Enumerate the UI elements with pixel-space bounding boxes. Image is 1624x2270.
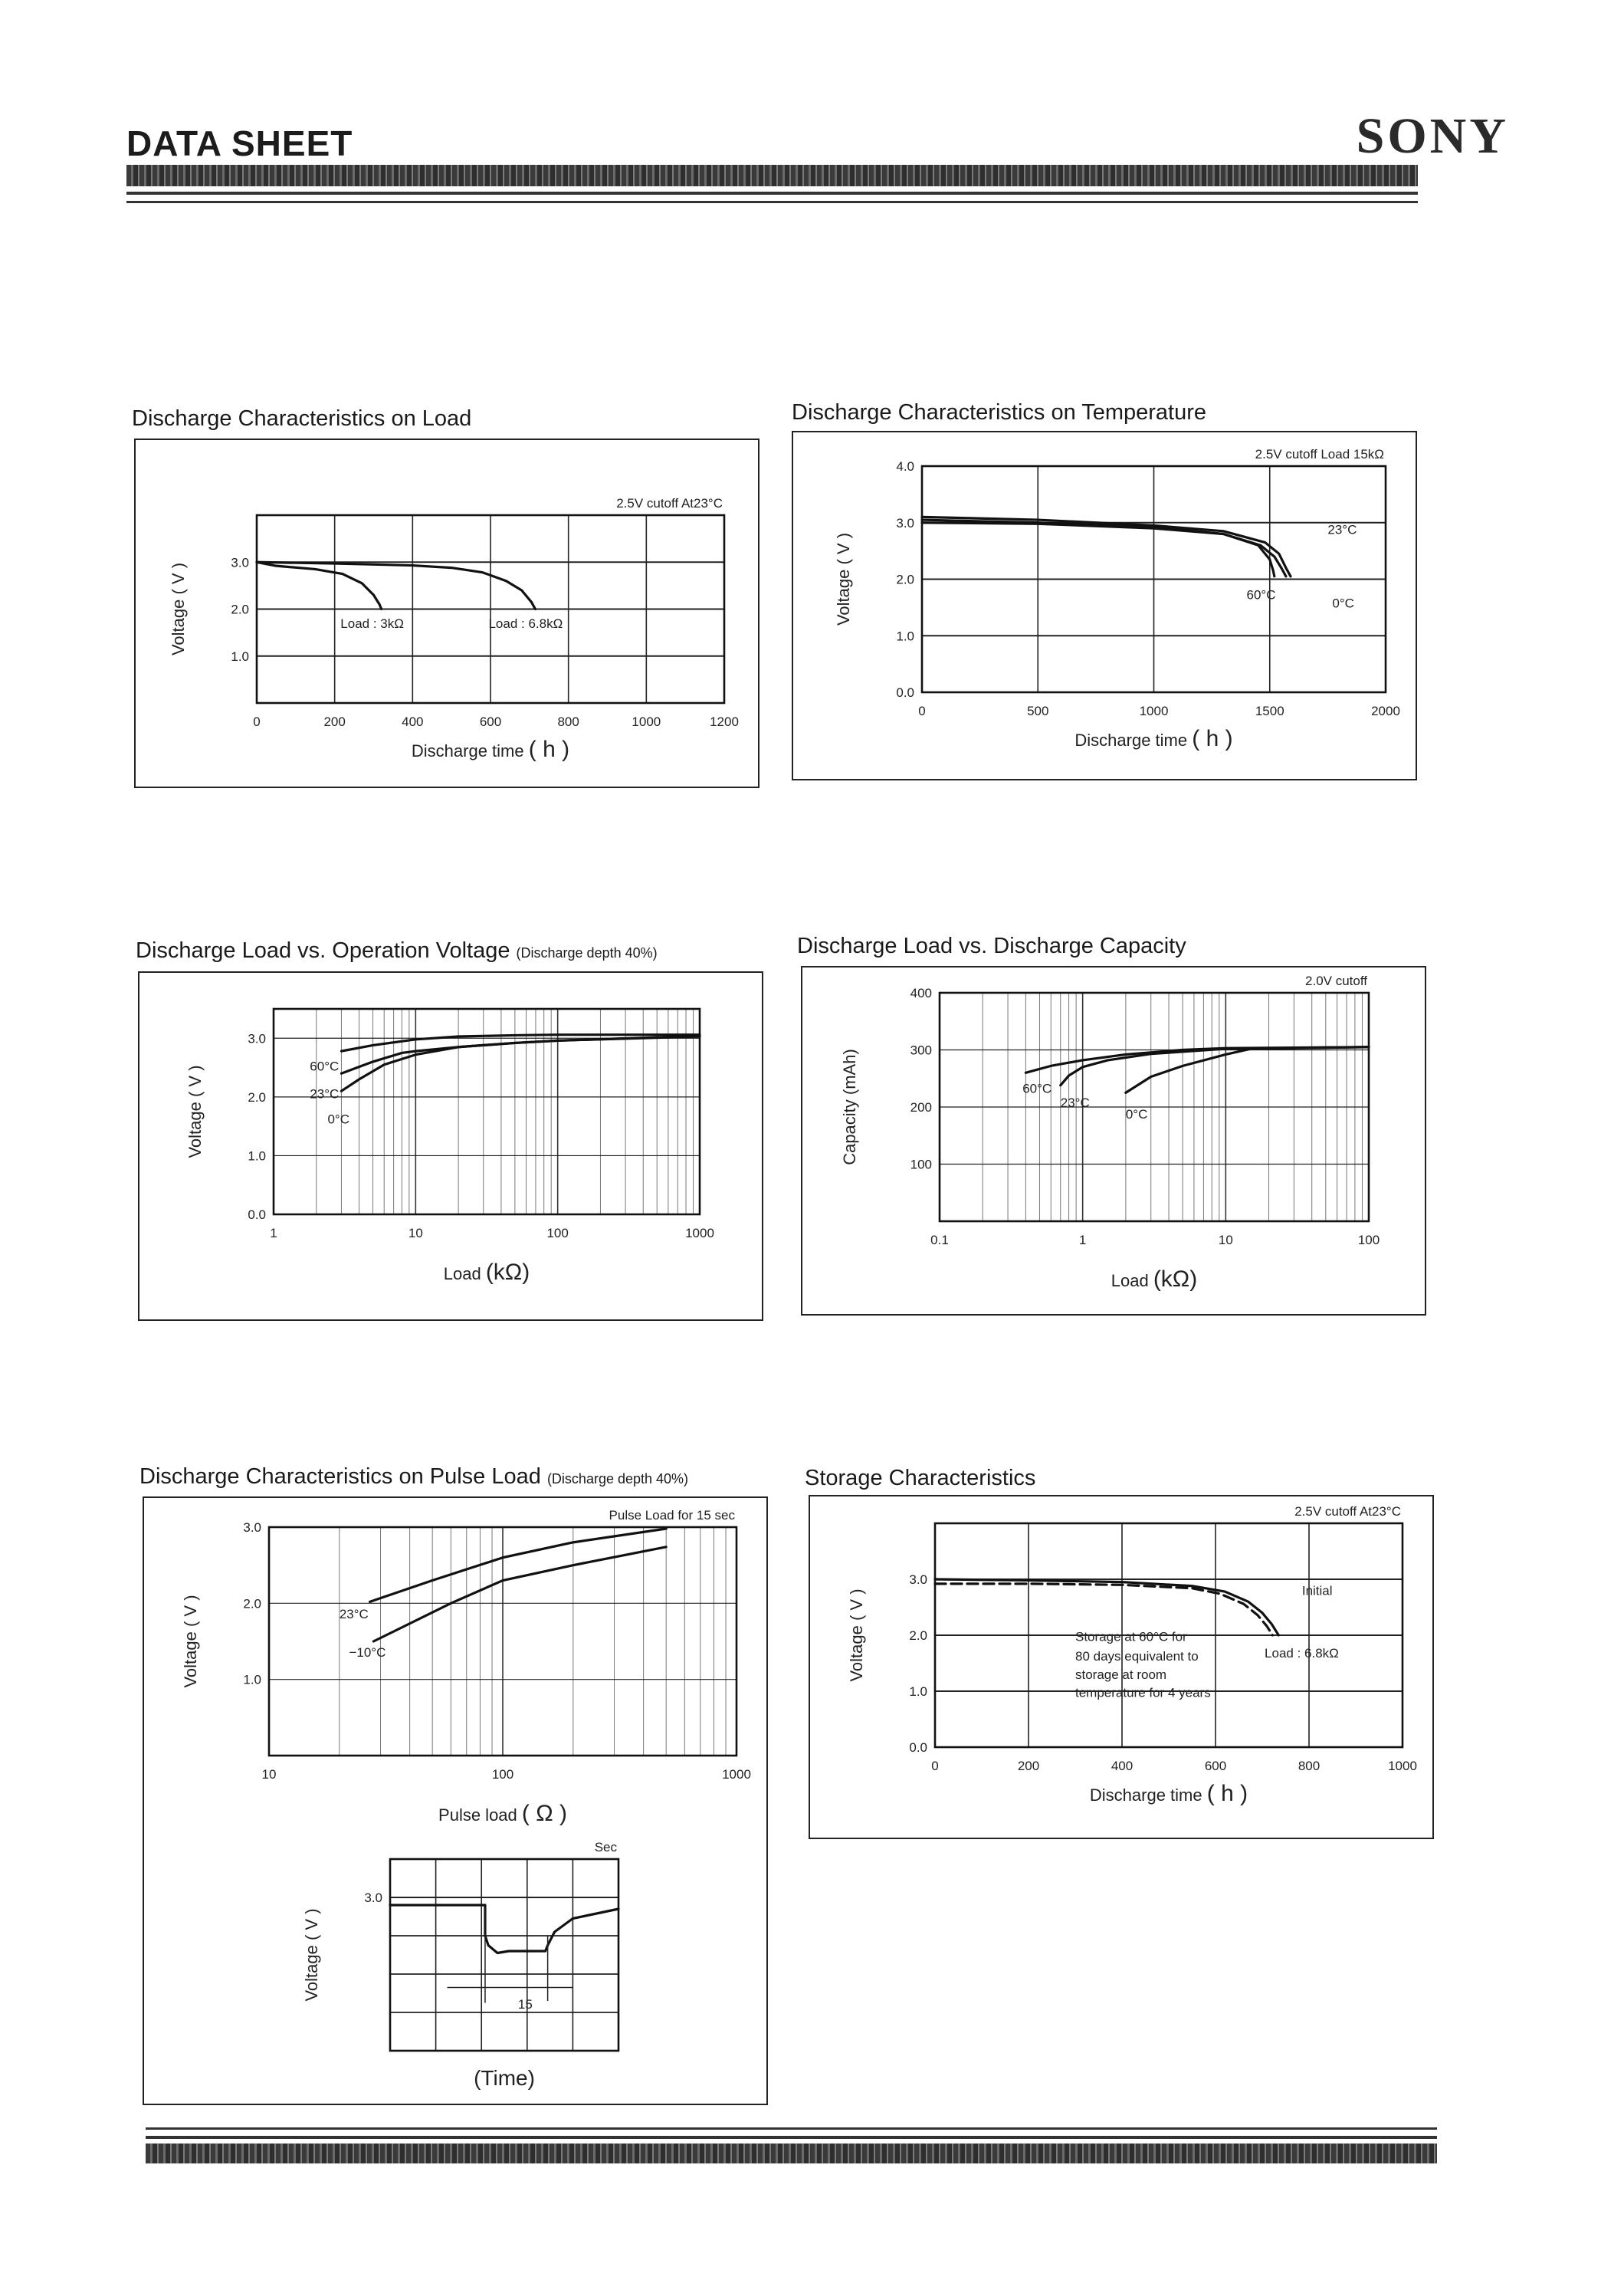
chart-frame: [134, 439, 760, 788]
chart-title: Discharge Load vs. Discharge Capacity: [797, 934, 1186, 958]
chart-frame: [138, 971, 763, 1321]
footer-rule: [146, 2127, 1437, 2130]
header-rule: [126, 201, 1418, 203]
chart-subtitle: (Discharge depth 40%): [546, 1471, 689, 1487]
chart-frame: [801, 966, 1426, 1316]
chart-title: Discharge Characteristics on Temperature: [792, 400, 1207, 425]
footer-band: [146, 2144, 1437, 2163]
chart-title: Discharge Load vs. Operation Voltage (Di…: [136, 938, 658, 963]
chart-frame: [792, 431, 1417, 780]
chart-frame: [143, 1496, 768, 2105]
chart-title: Storage Characteristics: [805, 1466, 1036, 1490]
chart-title: Discharge Characteristics on Pulse Load …: [139, 1464, 689, 1489]
chart-subtitle: (Discharge depth 40%): [516, 945, 658, 961]
document-title: DATA SHEET: [126, 123, 353, 163]
chart-frame: [809, 1495, 1434, 1839]
footer-rule: [146, 2136, 1437, 2139]
header-band: [126, 165, 1418, 186]
header-rule: [126, 192, 1418, 195]
chart-title: Discharge Characteristics on Load: [132, 406, 472, 431]
brand-logo: SONY: [1356, 108, 1509, 164]
